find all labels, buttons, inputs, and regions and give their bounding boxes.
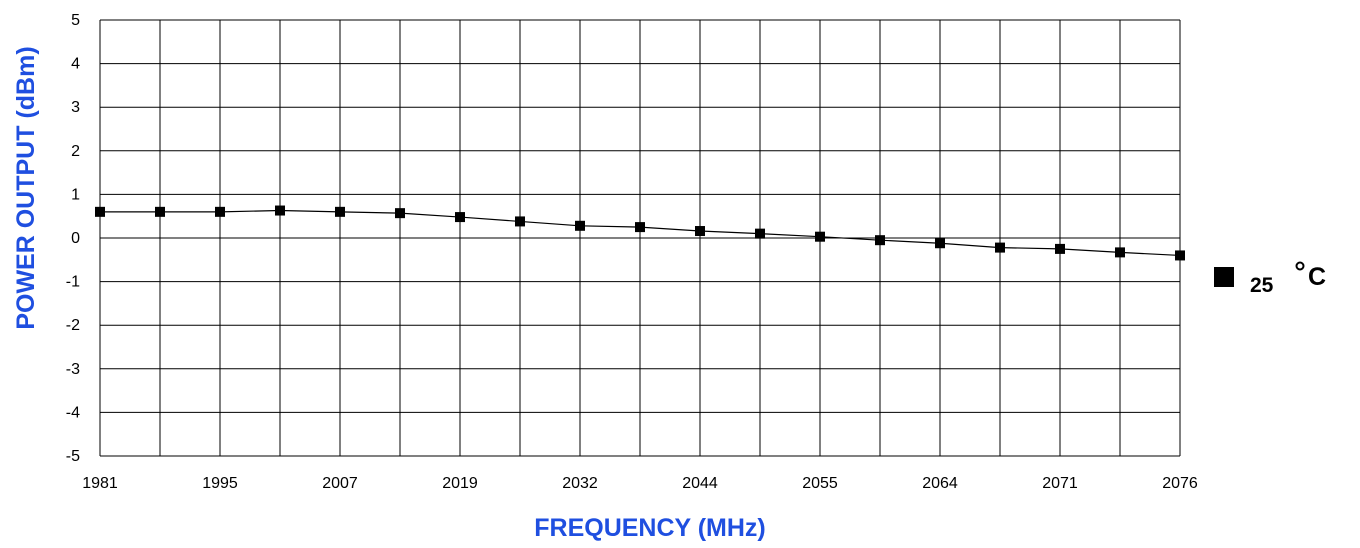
y-tick-label: 2 xyxy=(71,143,80,160)
data-point-marker xyxy=(395,208,405,219)
data-point-marker xyxy=(275,205,285,216)
x-axis-ticks: 1981 1995 2007 2019 2032 2044 2055 2064 2071 2076 xyxy=(82,475,1198,492)
y-tick-label: 0 xyxy=(71,230,80,247)
y-tick-label: 1 xyxy=(71,186,80,203)
x-tick-label: 2019 xyxy=(442,475,478,492)
legend-marker-square xyxy=(1214,267,1234,287)
data-point-marker xyxy=(95,206,105,217)
series-25c xyxy=(95,205,1185,261)
data-point-marker xyxy=(935,238,945,249)
y-tick-label: -2 xyxy=(66,317,80,334)
x-axis-title: FREQUENCY (MHz) xyxy=(534,514,765,542)
y-axis-ticks: 5 4 3 2 1 0 -1 -2 -3 -4 -5 xyxy=(66,12,80,465)
data-point-marker xyxy=(1115,247,1125,258)
x-tick-label: 2071 xyxy=(1042,475,1078,492)
data-point-marker xyxy=(515,216,525,227)
data-point-marker xyxy=(875,235,885,246)
y-tick-label: -4 xyxy=(66,404,80,421)
y-tick-label: -3 xyxy=(66,361,80,378)
y-tick-label: 4 xyxy=(71,56,80,73)
y-tick-label: -5 xyxy=(66,448,80,465)
y-tick-label: 5 xyxy=(71,12,80,29)
x-tick-label: 2032 xyxy=(562,475,598,492)
y-axis-title: POWER OUTPUT (dBm) xyxy=(12,46,40,329)
data-point-marker xyxy=(455,212,465,223)
data-point-marker xyxy=(815,231,825,242)
y-tick-label: 3 xyxy=(71,99,80,116)
x-tick-label: 1981 xyxy=(82,475,118,492)
data-point-marker xyxy=(335,206,345,217)
x-tick-label: 2076 xyxy=(1162,475,1198,492)
data-point-marker xyxy=(1055,243,1065,254)
data-point-marker xyxy=(575,220,585,231)
y-tick-label: -1 xyxy=(66,274,80,291)
degree-sign-icon xyxy=(1295,261,1305,271)
x-tick-label: 2055 xyxy=(802,475,838,492)
x-tick-label: 2064 xyxy=(922,475,958,492)
data-point-marker xyxy=(1175,250,1185,261)
data-point-marker xyxy=(215,206,225,217)
chart-grid xyxy=(99,19,1181,457)
x-tick-label: 2007 xyxy=(322,475,358,492)
legend-label-unit: C xyxy=(1308,263,1326,291)
x-tick-label: 1995 xyxy=(202,475,238,492)
legend-label-value: 25 xyxy=(1250,274,1274,297)
data-point-marker xyxy=(995,242,1005,253)
x-tick-label: 2044 xyxy=(682,475,718,492)
data-point-marker xyxy=(155,206,165,217)
data-point-marker xyxy=(755,228,765,239)
data-point-marker xyxy=(635,222,645,233)
data-point-marker xyxy=(695,226,705,237)
legend: 25 C xyxy=(1214,261,1326,297)
